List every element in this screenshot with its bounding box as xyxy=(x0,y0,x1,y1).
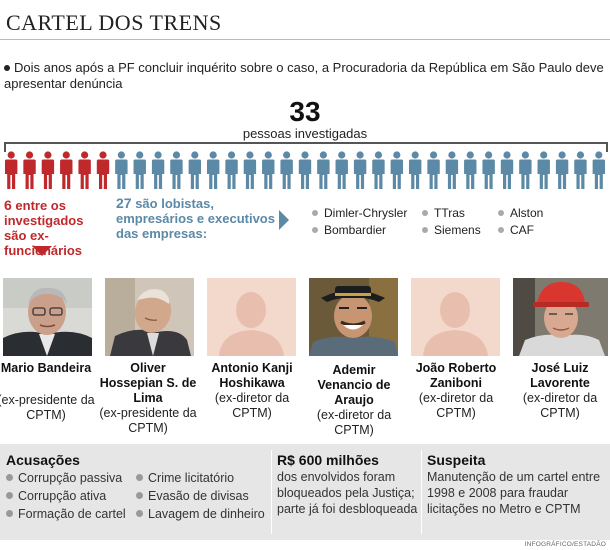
title-divider xyxy=(0,39,610,40)
person-icon-lobbyist xyxy=(133,151,146,189)
intro-text: Dois anos após a PF concluir inquérito s… xyxy=(4,60,604,91)
right-arrow-icon xyxy=(279,210,289,230)
person-icon-lobbyist xyxy=(115,151,128,189)
accusation-item: Evasão de divisas xyxy=(136,489,249,503)
person-photo-placeholder xyxy=(411,278,500,356)
company-item: Siemens xyxy=(422,223,481,237)
person-name: José Luiz Lavorente xyxy=(530,361,590,390)
person-icon-lobbyist xyxy=(592,151,606,189)
person-icon-lobbyist xyxy=(206,151,220,189)
company-item: Bombardier xyxy=(312,223,386,237)
person-icon-lobbyist xyxy=(574,151,587,189)
bullet-icon xyxy=(422,209,428,216)
person-icon-lobbyist xyxy=(353,151,367,189)
bracket-line xyxy=(4,142,608,152)
bullet-icon xyxy=(136,474,143,482)
person-role: (ex-diretor da CPTM) xyxy=(316,408,392,437)
bullet-icon xyxy=(6,492,13,500)
suspicion-text: Manutenção de um cartel entre 1998 e 200… xyxy=(427,470,601,516)
bullet-icon xyxy=(498,226,504,233)
page-title: CARTEL DOS TRENS xyxy=(6,10,222,35)
person-icon-lobbyist xyxy=(317,151,330,189)
total-investigated-label: pessoas investigadas xyxy=(242,126,368,141)
lobbyists-text: 27 são lobistas, empresários e executivo… xyxy=(116,195,275,242)
person-name: Oliver Hossepian S. de Lima xyxy=(99,361,197,405)
person-icon-ex-employee xyxy=(60,151,73,189)
person-role: (ex-diretor da CPTM) xyxy=(214,391,290,420)
ex-employees-text: 6 entre os investigados são ex-funcionár… xyxy=(4,197,84,259)
person-icon-lobbyist xyxy=(500,151,514,189)
bullet-icon xyxy=(498,209,504,216)
bullet-icon xyxy=(4,64,10,71)
person-name: João Roberto Zaniboni xyxy=(415,361,497,390)
person-icon-lobbyist xyxy=(298,151,312,189)
person-name: Antonio Kanji Hoshikawa xyxy=(211,361,293,390)
person-icon-lobbyist xyxy=(372,151,385,189)
bottom-info-band: Acusações Corrupção passiva Corrupção at… xyxy=(0,444,610,540)
person-icon-lobbyist xyxy=(170,151,183,189)
person-icon-lobbyist xyxy=(243,151,257,189)
total-investigated-number: 33 xyxy=(289,96,321,127)
person-name: Mario Bandeira xyxy=(0,361,92,375)
person-icon-ex-employee xyxy=(96,151,110,189)
accusation-item: Crime licitatório xyxy=(136,471,234,485)
infographic-credit: INFOGRÁFICO/ESTADÃO xyxy=(524,541,606,548)
person-role: (ex-presidente da CPTM) xyxy=(0,393,95,422)
accusation-item: Lavagem de dinheiro xyxy=(136,507,265,521)
company-item: Alston xyxy=(498,206,543,220)
company-item: Dimler-Chrysler xyxy=(312,206,407,220)
person-photo-mario-bandeira xyxy=(3,278,92,356)
bullet-icon xyxy=(422,226,428,233)
person-icon-ex-employee xyxy=(4,151,18,189)
accusation-item: Corrupção passiva xyxy=(6,471,122,485)
person-icon-ex-employee xyxy=(41,151,55,189)
person-name: Ademir Venancio de Araujo xyxy=(317,363,391,407)
money-title: R$ 600 milhões xyxy=(277,452,379,468)
accusation-item: Corrupção ativa xyxy=(6,489,106,503)
person-icon-lobbyist xyxy=(482,151,495,189)
person-icon-lobbyist xyxy=(335,151,348,189)
column-divider xyxy=(421,450,422,534)
person-icon-lobbyist xyxy=(408,151,422,189)
company-item: TTras xyxy=(422,206,465,220)
accusations-title: Acusações xyxy=(6,452,80,468)
person-photo-ademir-venancio xyxy=(309,278,398,356)
company-item: CAF xyxy=(498,223,534,237)
person-role: (ex-presidente da CPTM) xyxy=(99,406,197,435)
bullet-icon xyxy=(136,492,143,500)
person-icon-lobbyist xyxy=(555,151,569,189)
person-photo-jose-lavorente xyxy=(513,278,608,356)
person-icon-lobbyist xyxy=(519,151,532,189)
person-photo-oliver-hossepian xyxy=(105,278,194,356)
person-icon-ex-employee xyxy=(23,151,36,189)
person-role: (ex-diretor da CPTM) xyxy=(522,391,598,420)
person-icon-lobbyist xyxy=(225,151,238,189)
people-pictogram xyxy=(2,151,608,191)
person-icon-lobbyist xyxy=(390,151,404,189)
accusation-item: Formação de cartel xyxy=(6,507,126,521)
person-icon-lobbyist xyxy=(262,151,275,189)
person-icon-lobbyist xyxy=(464,151,477,189)
person-icons xyxy=(4,151,606,189)
down-arrow-icon xyxy=(32,246,52,256)
bullet-icon xyxy=(6,474,13,482)
person-icon-lobbyist xyxy=(188,151,202,189)
person-icon-lobbyist xyxy=(427,151,440,189)
person-photo-placeholder xyxy=(207,278,296,356)
money-text: dos envolvidos foram bloqueados pela Jus… xyxy=(277,470,418,516)
person-icon-lobbyist xyxy=(280,151,293,189)
person-icon-lobbyist xyxy=(445,151,459,189)
person-icon-lobbyist xyxy=(151,151,165,189)
bullet-icon xyxy=(312,209,318,216)
bullet-icon xyxy=(312,226,318,233)
person-role: (ex-diretor da CPTM) xyxy=(418,391,494,420)
person-icon-ex-employee xyxy=(78,151,91,189)
bullet-icon xyxy=(136,510,143,518)
column-divider xyxy=(271,450,272,534)
person-icon-lobbyist xyxy=(537,151,550,189)
bullet-icon xyxy=(6,510,13,518)
suspicion-title: Suspeita xyxy=(427,452,486,468)
